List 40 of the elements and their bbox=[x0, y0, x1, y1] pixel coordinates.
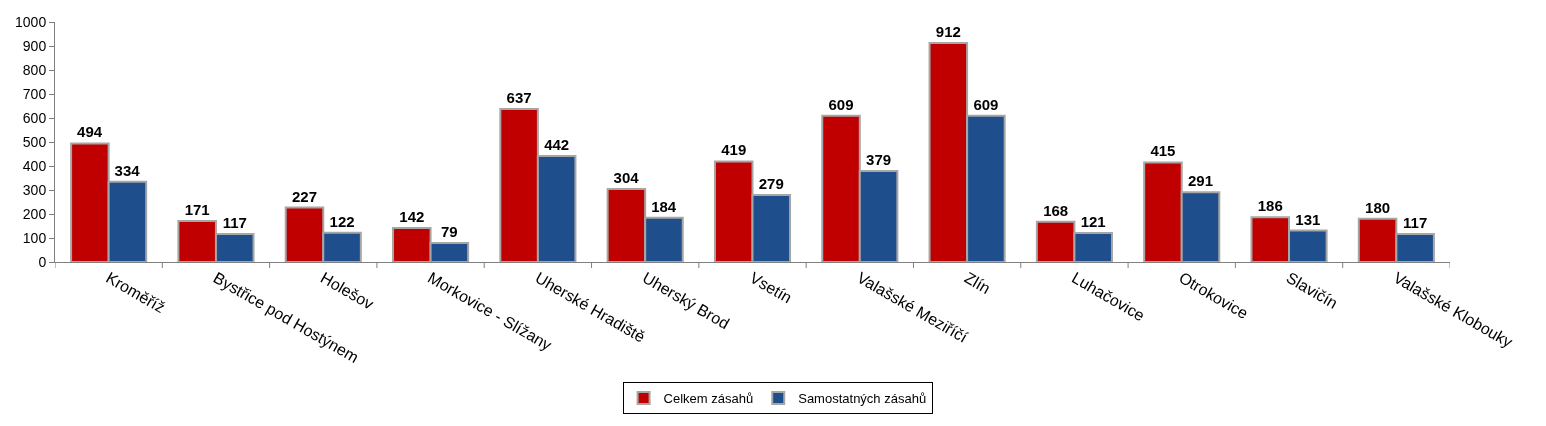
data-label: 227 bbox=[291, 187, 318, 205]
data-label: 142 bbox=[399, 207, 425, 225]
data-label: 334 bbox=[114, 161, 141, 179]
data-label: 279 bbox=[758, 175, 784, 193]
y-tick-label: 100 bbox=[22, 229, 47, 246]
data-label: 415 bbox=[1150, 142, 1176, 160]
data-label: 122 bbox=[329, 212, 355, 230]
data-label: 419 bbox=[721, 141, 747, 159]
y-tick-label: 300 bbox=[22, 181, 47, 198]
data-label: 117 bbox=[222, 213, 247, 231]
y-tick-label: 0 bbox=[38, 253, 47, 270]
data-label: 180 bbox=[1365, 198, 1391, 216]
data-label: 609 bbox=[973, 95, 999, 113]
y-tick-label: 500 bbox=[22, 133, 47, 150]
y-tick-label: 600 bbox=[22, 109, 47, 126]
data-label: 171 bbox=[184, 200, 210, 218]
data-label: 121 bbox=[1080, 212, 1106, 230]
legend-label: Celkem zásahů bbox=[663, 391, 754, 407]
data-label: 494 bbox=[77, 123, 103, 141]
y-tick-label: 700 bbox=[22, 85, 47, 102]
y-tick-label: 1000 bbox=[15, 13, 47, 30]
data-label: 637 bbox=[506, 89, 532, 107]
data-label: 184 bbox=[651, 197, 677, 215]
y-tick-label: 400 bbox=[22, 157, 47, 174]
data-label: 291 bbox=[1187, 172, 1214, 190]
data-label: 131 bbox=[1295, 210, 1321, 228]
legend-label: Samostatných zásahů bbox=[798, 391, 927, 407]
data-label: 609 bbox=[828, 95, 854, 113]
y-tick-label: 200 bbox=[22, 205, 47, 222]
data-label: 79 bbox=[441, 223, 458, 241]
data-label: 912 bbox=[935, 23, 961, 41]
data-label: 379 bbox=[866, 151, 892, 169]
x-tick-label: Zlín bbox=[961, 269, 994, 298]
data-label: 168 bbox=[1043, 201, 1069, 219]
data-label: 442 bbox=[544, 135, 570, 153]
data-label: 304 bbox=[613, 169, 640, 187]
y-tick-label: 800 bbox=[22, 61, 47, 78]
data-label: 186 bbox=[1257, 197, 1283, 215]
y-tick-label: 900 bbox=[22, 37, 47, 54]
data-label: 117 bbox=[1403, 213, 1428, 231]
